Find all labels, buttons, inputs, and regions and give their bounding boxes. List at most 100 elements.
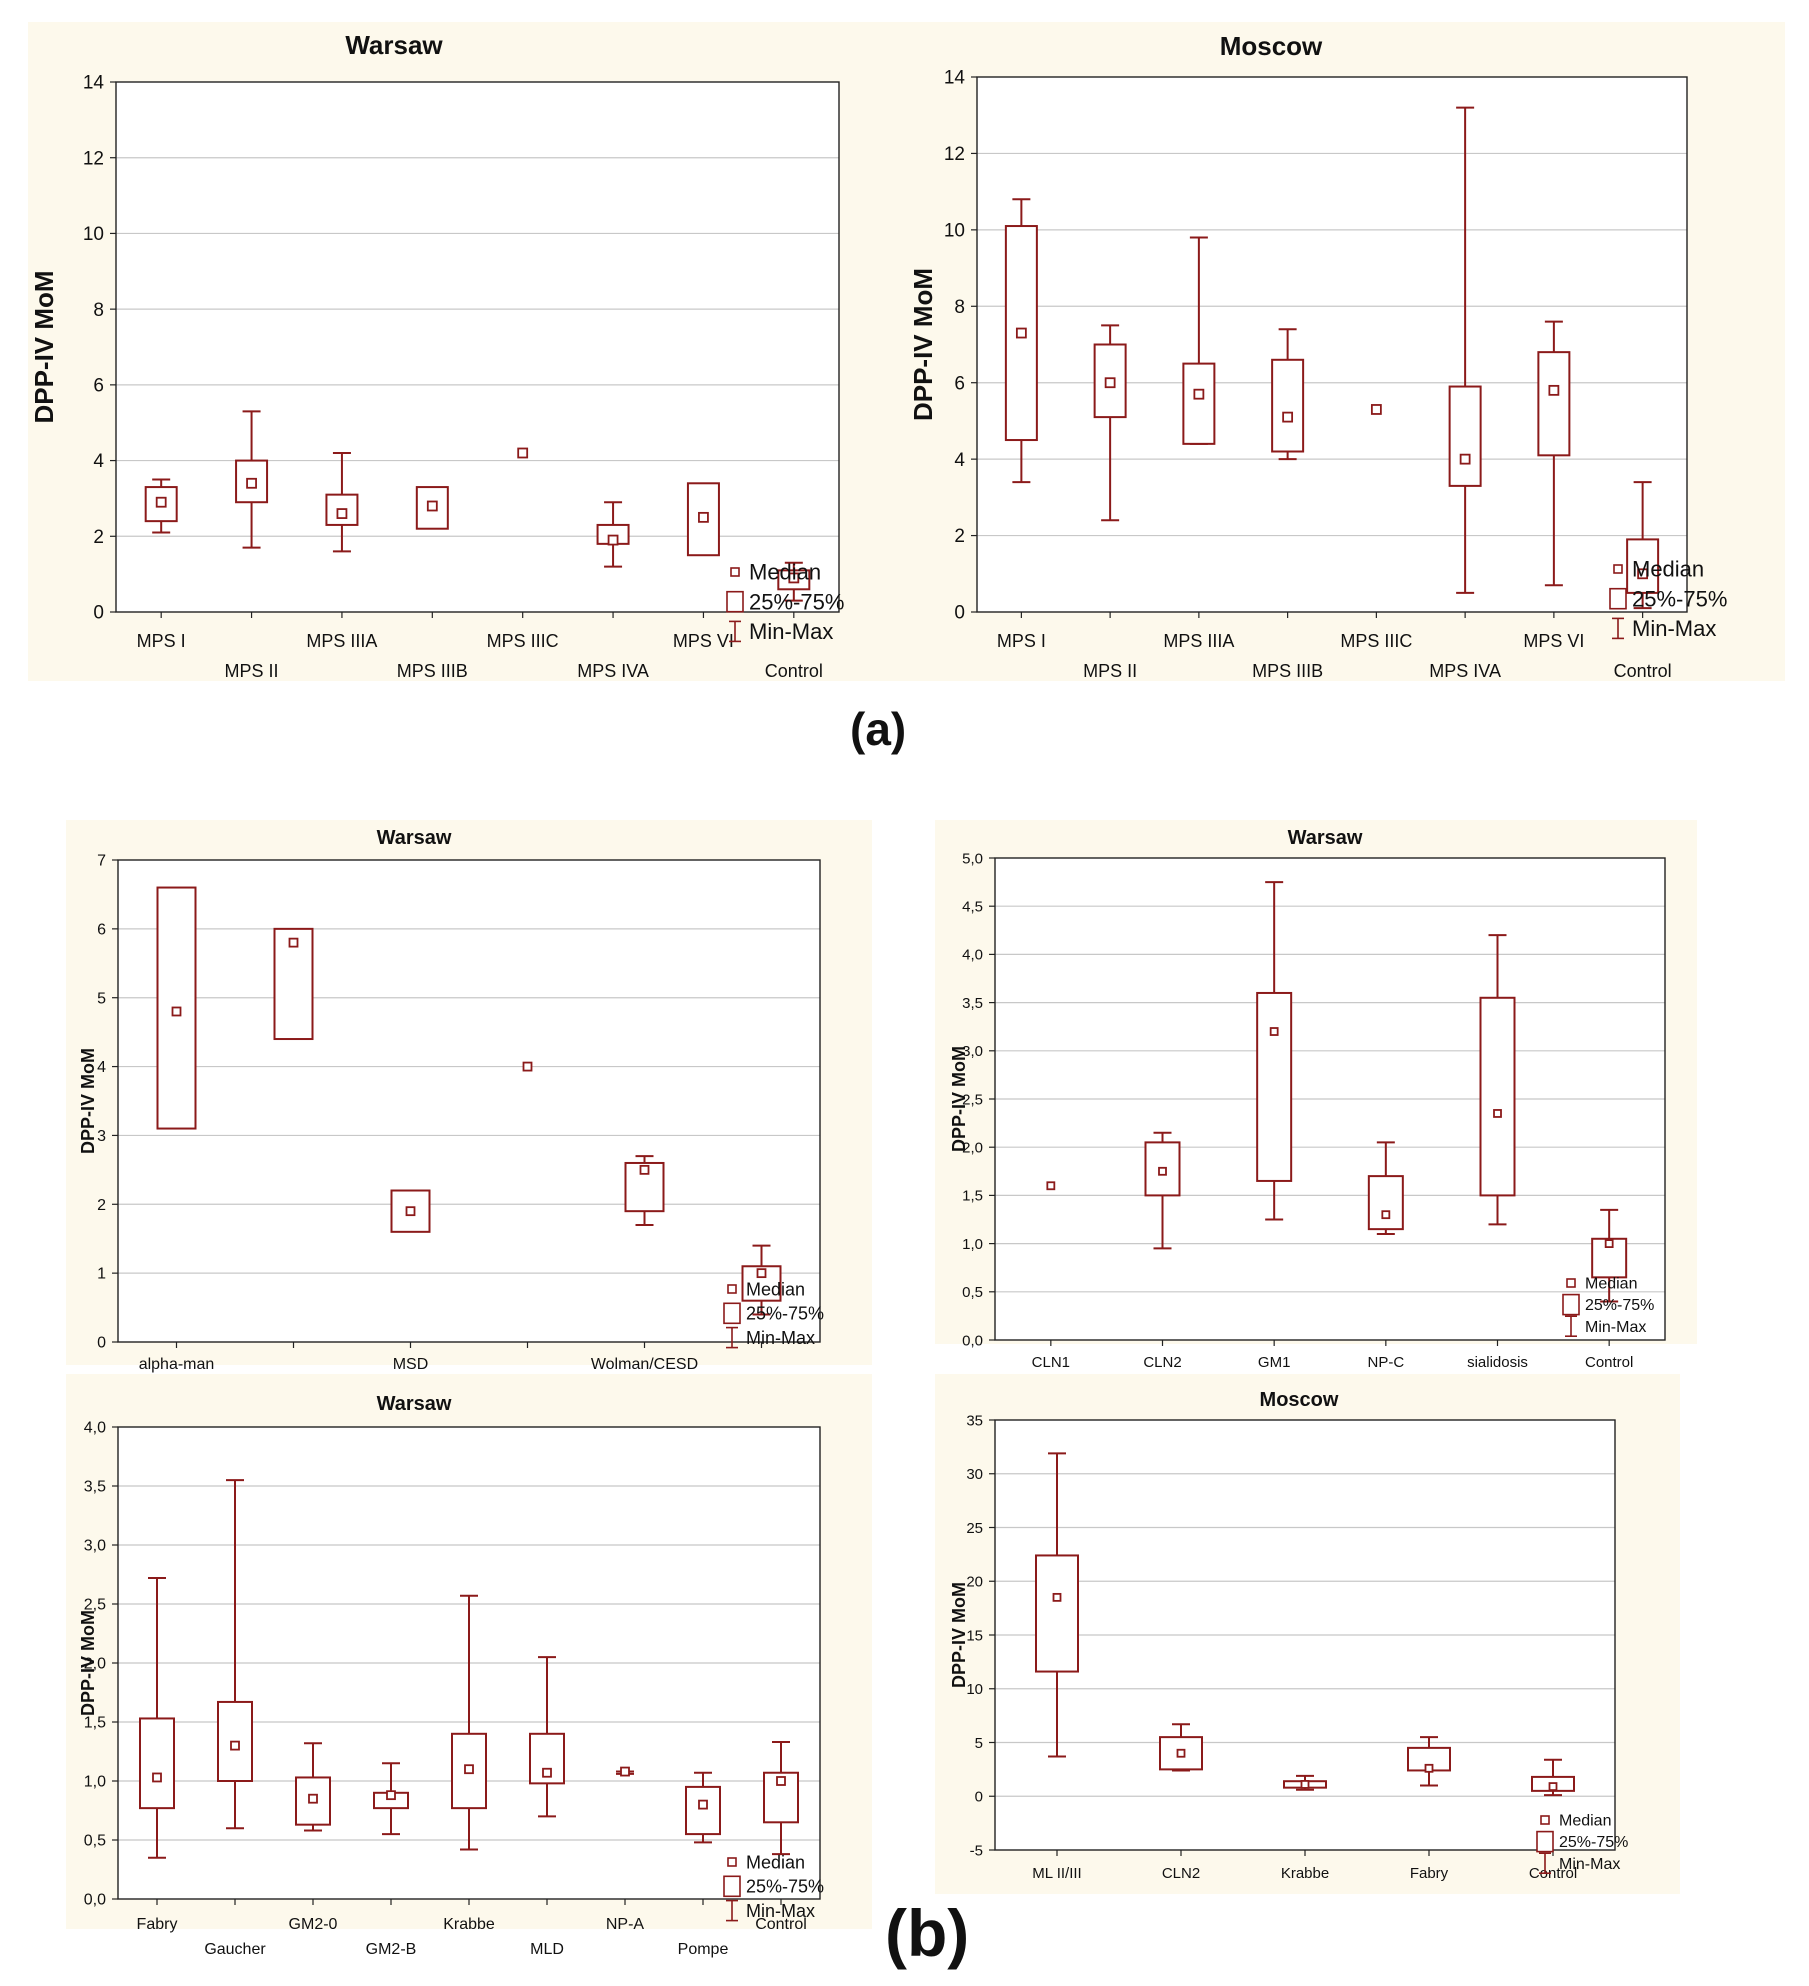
median-marker — [756, 1268, 767, 1279]
legend-iqr-icon — [1562, 1293, 1580, 1316]
category-label: ML II/III — [1032, 1865, 1081, 1882]
category-label: MPS I — [137, 631, 186, 651]
category-label: Control — [1585, 1354, 1633, 1371]
legend-median-icon — [727, 1857, 737, 1867]
median-marker — [1015, 327, 1027, 339]
median-marker — [620, 1766, 630, 1777]
legend-median-label: Median — [749, 560, 821, 585]
median-marker — [1548, 384, 1560, 396]
median-marker — [698, 511, 709, 523]
category-label: Wolman/CESD — [591, 1356, 698, 1373]
y-tick-label: 4,0 — [84, 1420, 106, 1437]
iqr-box — [1093, 343, 1127, 419]
y-axis-label: DPP-IV MoM — [78, 1048, 98, 1154]
legend-median-label: Median — [746, 1852, 805, 1872]
y-tick-label: 10 — [83, 224, 104, 245]
median-marker — [405, 1206, 416, 1217]
iqr-box — [1479, 996, 1516, 1197]
median-marker — [386, 1790, 396, 1801]
median-marker — [1604, 1239, 1614, 1249]
y-tick-label: 25 — [966, 1520, 983, 1537]
legend-median-icon — [727, 1284, 737, 1294]
iqr-box — [1182, 362, 1216, 445]
median-marker — [1052, 1592, 1062, 1602]
chart-title: Moscow — [1220, 31, 1323, 61]
median-marker — [1158, 1166, 1167, 1176]
plot-frame — [994, 857, 1666, 1341]
chart-panel-a-moscow: Moscow DPP-IV MoM 0 2 4 6 8 10 12 14 MPS I MPS II MP… — [905, 22, 1785, 681]
category-label: Krabbe — [443, 1916, 495, 1933]
y-tick-label: 2 — [954, 526, 965, 547]
y-tick-label: 5 — [975, 1735, 983, 1752]
median-marker — [517, 447, 529, 459]
median-marker — [542, 1767, 552, 1778]
median-marker — [288, 937, 299, 948]
y-tick-label: 2,5 — [962, 1091, 983, 1108]
legend-iqr-label: 25%-75% — [746, 1877, 824, 1897]
y-tick-label: 10 — [944, 221, 965, 242]
legend-iqr-label: 25%-75% — [1585, 1297, 1654, 1314]
y-tick-label: 2,5 — [84, 1597, 106, 1614]
plot-frame — [115, 81, 840, 613]
category-label: MPS IIIC — [487, 631, 559, 651]
legend-median-label: Median — [1559, 1813, 1611, 1830]
y-tick-label: 14 — [83, 73, 105, 94]
legend-iqr-icon — [726, 590, 744, 613]
category-label: Control — [1529, 1865, 1577, 1882]
category-label: alpha-man — [139, 1356, 215, 1373]
median-marker — [698, 1799, 708, 1810]
legend-iqr-label: 25%-75% — [1559, 1834, 1628, 1851]
legend-iqr-icon — [723, 1875, 741, 1898]
y-tick-label: 6 — [954, 373, 965, 394]
legend-median-label: Median — [1585, 1276, 1637, 1293]
median-marker — [426, 500, 438, 512]
plot-area — [118, 860, 820, 1342]
category-label: MPS VI — [673, 631, 734, 651]
chart-title: Warsaw — [345, 30, 443, 60]
category-label: GM2-B — [366, 1941, 417, 1958]
median-marker — [776, 1776, 786, 1786]
y-tick-label: 7 — [97, 853, 106, 870]
panel-label-b: (b) — [885, 1896, 970, 1970]
y-tick-label: 1 — [97, 1266, 106, 1283]
iqr-box — [1448, 385, 1482, 487]
legend-range-label: Min-Max — [1585, 1319, 1646, 1336]
legend-median-icon — [730, 567, 740, 577]
y-tick-label: 2 — [93, 527, 104, 548]
legend-iqr-icon — [1609, 587, 1627, 610]
y-tick-label: 4 — [93, 451, 104, 472]
category-label: MLD — [530, 1941, 564, 1958]
plot-frame — [117, 859, 821, 1343]
plot-frame — [976, 76, 1688, 613]
y-tick-label: 0 — [975, 1789, 983, 1806]
legend-iqr-label: 25%-75% — [1632, 586, 1727, 611]
category-label: MPS IVA — [577, 661, 649, 681]
median-marker — [607, 534, 619, 546]
median-marker — [1370, 404, 1382, 415]
legend-median-label: Median — [1632, 557, 1704, 582]
y-tick-label: 5 — [97, 990, 106, 1007]
iqr-box — [1367, 1175, 1404, 1231]
median-marker — [1193, 388, 1205, 400]
category-label: MPS IIIA — [306, 631, 377, 651]
chart-title: Moscow — [1260, 1389, 1339, 1411]
chart-svg: Warsaw DPP-IV MoM 0,0 0,5 1,0 1,5 2,0 2,5 3,0 3,5… — [78, 1393, 824, 1958]
median-marker — [1269, 1027, 1279, 1036]
y-axis-label: DPP-IV MoM — [949, 1046, 969, 1152]
median-marker — [1637, 568, 1649, 580]
median-marker — [1104, 377, 1116, 389]
legend-iqr-label: 25%-75% — [749, 589, 844, 614]
y-tick-label: 5,0 — [962, 850, 983, 867]
panel-label-a: (a) — [850, 703, 907, 755]
y-tick-label: 8 — [93, 300, 104, 321]
y-tick-label: 0,5 — [962, 1284, 983, 1301]
median-marker — [1548, 1782, 1558, 1791]
y-tick-label: 0,0 — [962, 1332, 983, 1349]
y-tick-label: 15 — [966, 1627, 983, 1644]
median-marker — [522, 1061, 533, 1072]
legend-range-label: Min-Max — [749, 619, 833, 644]
y-tick-label: 1,0 — [84, 1774, 106, 1791]
median-marker — [1493, 1109, 1502, 1118]
y-tick-label: 0,0 — [84, 1892, 106, 1909]
